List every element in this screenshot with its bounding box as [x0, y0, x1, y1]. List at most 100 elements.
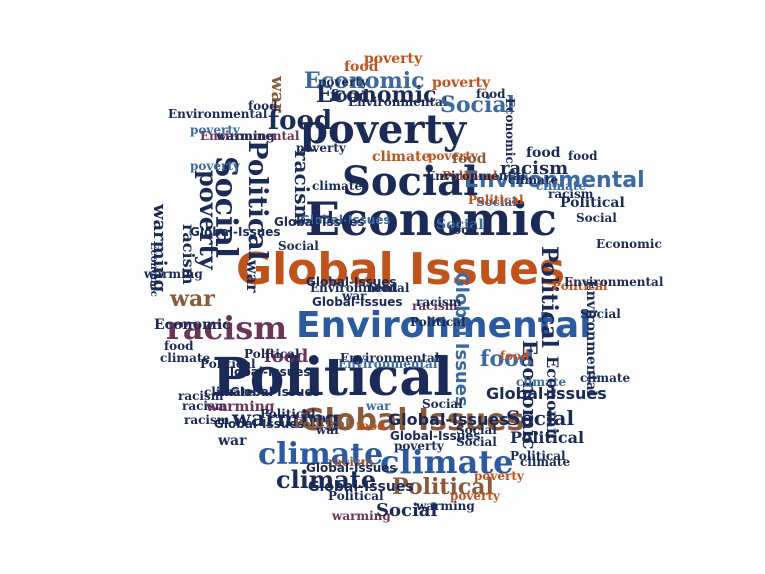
word-food: food	[164, 339, 194, 353]
word-global-issues: Global-Issues	[388, 410, 509, 429]
word-food: food	[356, 419, 386, 433]
word-war: war	[366, 399, 391, 413]
word-environmental: Environmental	[310, 281, 410, 295]
word-food: food	[248, 99, 278, 113]
word-political: Political	[200, 357, 256, 371]
word-environmental: Environmental	[338, 357, 438, 371]
word-racism: racism	[500, 158, 569, 179]
word-political: Political	[510, 428, 585, 447]
word-racism: racism	[184, 413, 230, 427]
word-climate: climate	[580, 371, 631, 385]
word-economic: Economic	[503, 98, 517, 164]
word-poverty: poverty	[318, 75, 368, 89]
word-warming: warming	[416, 499, 475, 513]
word-economic: Economic	[543, 356, 562, 444]
word-environmental: Environmental	[426, 169, 526, 183]
word-political: Political	[560, 195, 625, 211]
word-global-issues: Global Issues	[236, 244, 566, 295]
word-political: Political	[328, 489, 384, 503]
word-food: food	[568, 149, 598, 163]
word-poverty: poverty	[300, 106, 467, 153]
word-economic: Economic	[596, 237, 662, 251]
word-political: Political	[536, 246, 562, 348]
word-global-issues: Global-Issues	[214, 417, 305, 431]
word-global-issues: Global-Issues	[306, 275, 397, 289]
word-food: food	[344, 59, 379, 75]
word-economic: Economic	[316, 82, 437, 108]
word-social: Social	[422, 397, 463, 411]
word-poverty: poverty	[394, 439, 444, 453]
word-global-issues: Global-Issues	[274, 215, 365, 229]
word-food: food	[368, 281, 398, 295]
word-climate: climate	[276, 465, 377, 494]
word-poverty: poverty	[190, 123, 240, 137]
word-war: war	[218, 433, 247, 449]
word-political: Political	[410, 315, 466, 329]
word-global-issues: Global-Issues	[300, 213, 391, 227]
word-political: Political	[510, 449, 566, 463]
word-social: Social	[506, 406, 575, 430]
word-food: food	[268, 106, 333, 136]
word-poverty: poverty	[428, 149, 478, 163]
word-racism: racism	[166, 309, 288, 347]
word-food: food	[330, 86, 370, 105]
word-social: Social	[580, 307, 621, 321]
word-political: Political	[212, 347, 453, 408]
word-political: Political	[244, 347, 300, 361]
word-poverty: poverty	[190, 159, 240, 173]
word-social: Social	[376, 500, 438, 521]
word-poverty: poverty	[194, 170, 223, 270]
word-poverty: poverty	[432, 75, 491, 91]
word-climate: climate	[160, 351, 211, 365]
word-environmental: Environmental	[564, 275, 664, 289]
word-war: war	[170, 286, 215, 312]
word-social: Social	[456, 423, 497, 437]
word-climate: climate	[508, 173, 559, 187]
word-food: food	[264, 346, 309, 367]
word-political: Political	[392, 474, 494, 500]
word-war: war	[342, 289, 367, 303]
word-warming: warming	[206, 399, 275, 415]
word-political: Political	[260, 407, 316, 421]
word-economic: Economic	[154, 317, 231, 333]
word-environmental: Environmental	[348, 95, 448, 109]
word-global-issues: Global Issues	[451, 272, 472, 407]
word-climate: climate	[204, 385, 255, 399]
word-poverty: poverty	[450, 489, 500, 503]
word-environmental: Environmental	[200, 129, 300, 143]
word-social: Social	[278, 239, 319, 253]
word-war: war	[316, 423, 341, 437]
word-environmental: Environmental	[583, 280, 599, 396]
word-economic: Economic	[305, 192, 558, 246]
word-warming: warming	[144, 267, 203, 281]
word-political: Political	[442, 169, 498, 183]
word-social: Social	[436, 217, 484, 233]
word-global-issues: Global Issues	[300, 403, 525, 438]
word-warming: warming	[332, 509, 391, 523]
word-racism: racism	[416, 295, 462, 309]
word-poverty: poverty	[296, 141, 346, 155]
word-global-issues: Global-Issues	[190, 225, 281, 239]
word-social: Social	[576, 211, 617, 225]
word-racism: racism	[178, 389, 224, 403]
word-warming: warming	[232, 406, 340, 432]
word-environmental: Environmental	[296, 305, 592, 346]
word-racism: racism	[182, 399, 228, 413]
word-global-issues: Global Issues	[230, 385, 320, 399]
word-poverty: poverty	[364, 51, 423, 67]
word-political: Political	[552, 279, 608, 293]
word-racism: racism	[548, 187, 594, 201]
word-food: food	[476, 87, 506, 101]
word-global-issues: Global-Issues	[220, 365, 311, 379]
word-environmental: Environmental	[340, 351, 440, 365]
word-social: Social	[440, 92, 515, 118]
word-environmental: Environmental	[168, 107, 268, 121]
word-global-issues: Global-Issues	[308, 479, 414, 495]
word-food: food	[452, 151, 487, 167]
word-global-issues: Global-Issues	[306, 461, 397, 475]
word-climate: climate	[380, 443, 514, 481]
word-political: Political	[294, 417, 350, 431]
word-social: Social	[342, 158, 479, 205]
word-global-issues: Global-Issues	[390, 429, 481, 443]
